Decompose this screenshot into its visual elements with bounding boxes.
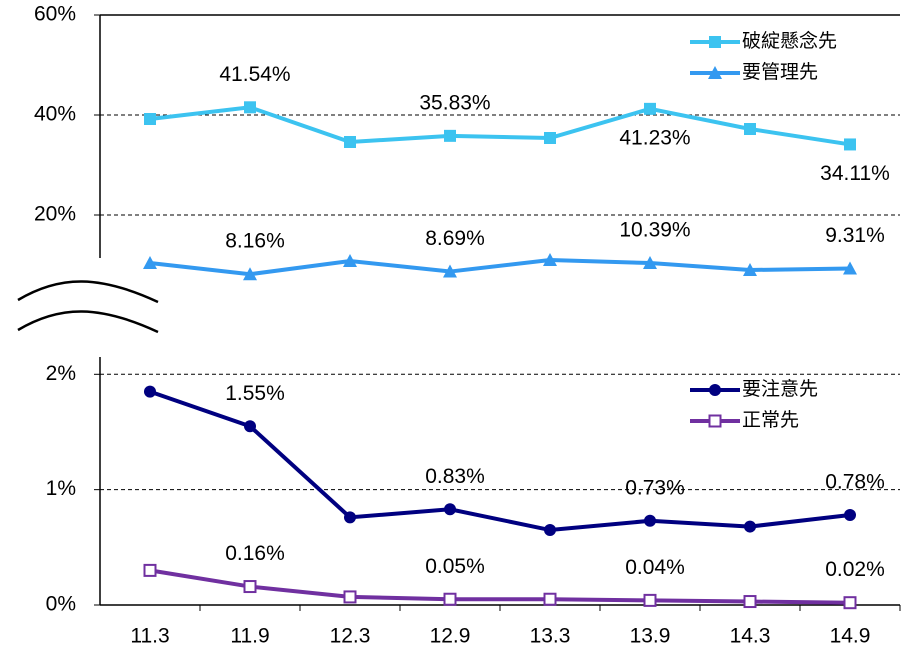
x-tick-label: 14.9 <box>830 625 871 648</box>
data-label: 0.78% <box>825 471 885 494</box>
data-point <box>444 503 456 516</box>
data-label: 8.69% <box>425 227 485 250</box>
x-tick-label: 14.3 <box>730 625 771 648</box>
x-tick-label: 13.9 <box>630 625 671 648</box>
legend-marker <box>709 384 721 396</box>
series-line <box>149 568 851 605</box>
data-point <box>443 592 457 606</box>
y-tick-label: 1% <box>46 477 76 500</box>
data-label: 0.04% <box>625 556 685 579</box>
data-label: 0.83% <box>425 465 485 488</box>
data-point <box>544 132 556 144</box>
data-label: 0.05% <box>425 555 485 578</box>
y-tick-label: 2% <box>46 362 76 385</box>
data-point <box>644 514 656 527</box>
data-point <box>743 263 757 276</box>
axis-break <box>17 310 159 334</box>
data-point <box>143 256 157 269</box>
data-point <box>843 261 857 275</box>
data-point <box>144 113 156 125</box>
series-line <box>149 105 851 147</box>
legend-marker <box>708 414 722 428</box>
data-point <box>343 254 357 267</box>
data-point <box>143 563 157 577</box>
data-point <box>743 595 757 609</box>
legend-label: 破綻懸念先 <box>742 29 837 52</box>
data-label: 0.02% <box>825 558 885 581</box>
legend-label: 要管理先 <box>742 61 818 83</box>
data-point <box>244 101 256 114</box>
y-tick-label: 0% <box>46 593 76 616</box>
x-tick-label: 12.3 <box>330 625 371 648</box>
data-point <box>644 102 656 115</box>
data-point <box>643 256 657 270</box>
data-point <box>844 509 856 522</box>
data-point <box>543 592 557 606</box>
legend-marker <box>708 66 722 79</box>
data-label: 35.83% <box>419 91 490 114</box>
x-tick-label: 13.3 <box>530 625 571 648</box>
series-line <box>149 389 851 533</box>
data-point <box>843 596 857 610</box>
data-label: 9.31% <box>825 224 885 247</box>
data-label: 10.39% <box>619 219 690 242</box>
legend-label: 正常先 <box>742 409 799 431</box>
data-point <box>744 123 756 135</box>
x-tick-label: 11.9 <box>230 625 269 648</box>
series-line <box>149 257 851 277</box>
y-tick-label: 60% <box>34 3 76 26</box>
data-point <box>543 253 557 266</box>
data-label: 0.16% <box>225 542 285 565</box>
data-point <box>144 385 156 398</box>
data-label: 41.23% <box>619 126 690 149</box>
data-point <box>443 264 457 278</box>
y-tick-label: 20% <box>34 203 76 226</box>
data-label: 34.11% <box>820 162 890 185</box>
data-label: 8.16% <box>225 230 285 253</box>
y-tick-label: 40% <box>34 103 76 126</box>
x-tick-label: 11.3 <box>130 625 169 648</box>
data-label: 0.73% <box>625 476 685 499</box>
data-label: 41.54% <box>219 63 290 86</box>
data-point <box>344 511 356 524</box>
legend-label: 要注意先 <box>742 378 818 400</box>
legend-marker <box>709 36 721 48</box>
data-point <box>344 136 356 148</box>
data-point <box>244 420 256 433</box>
data-point <box>844 138 856 151</box>
data-label: 1.55% <box>225 382 285 405</box>
data-point <box>243 267 257 281</box>
axis-break <box>17 280 159 304</box>
data-point <box>744 520 756 533</box>
data-point <box>544 524 556 537</box>
data-point <box>444 129 456 142</box>
data-point <box>243 580 257 594</box>
data-point <box>343 590 357 604</box>
x-tick-label: 12.9 <box>430 625 471 648</box>
data-point <box>643 593 657 607</box>
